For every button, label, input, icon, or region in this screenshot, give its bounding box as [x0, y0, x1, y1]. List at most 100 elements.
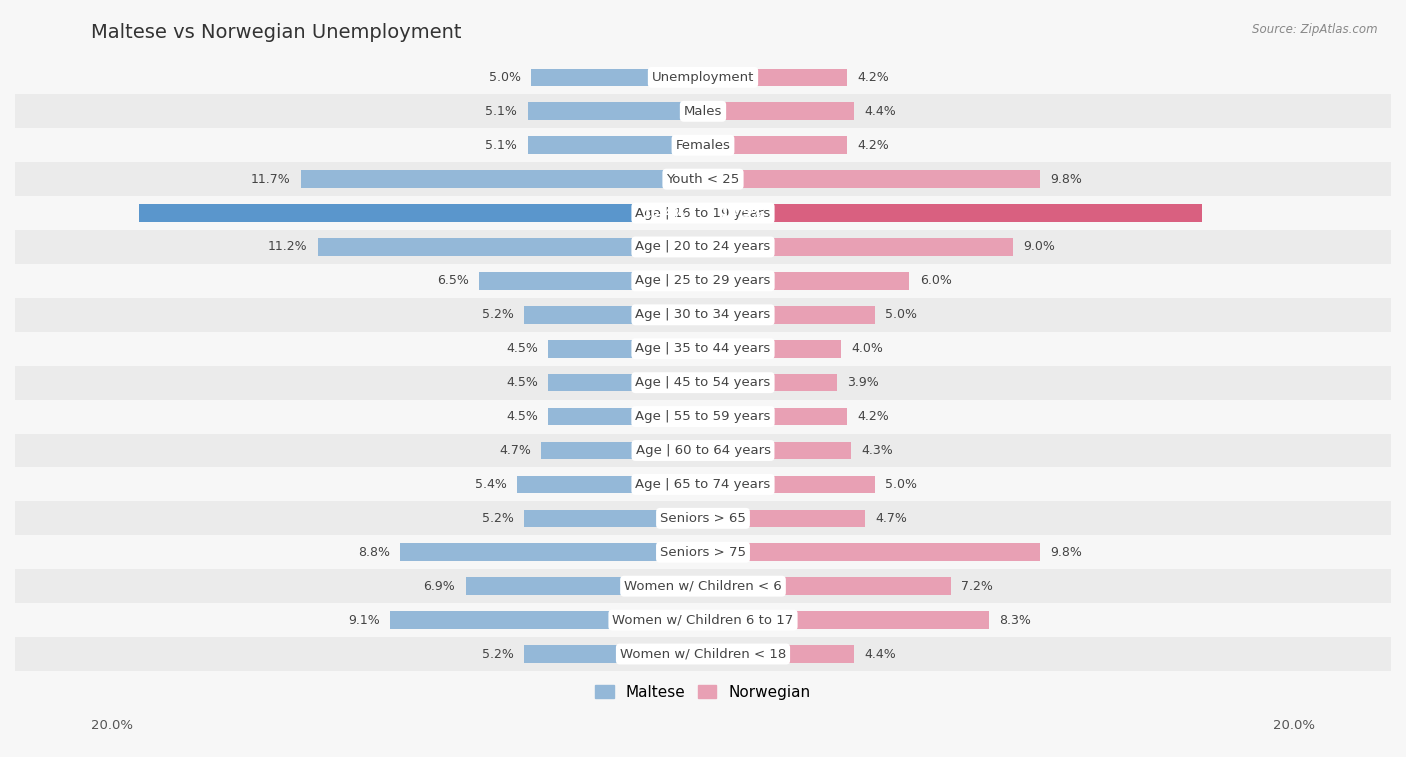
Text: Age | 20 to 24 years: Age | 20 to 24 years	[636, 241, 770, 254]
Bar	[389, 612, 703, 629]
Text: Age | 45 to 54 years: Age | 45 to 54 years	[636, 376, 770, 389]
Text: 5.0%: 5.0%	[886, 308, 917, 321]
Bar	[703, 612, 988, 629]
Text: 9.8%: 9.8%	[1050, 173, 1083, 185]
Text: 6.0%: 6.0%	[920, 274, 952, 288]
Bar	[703, 509, 865, 527]
Text: Age | 25 to 29 years: Age | 25 to 29 years	[636, 274, 770, 288]
Bar	[15, 298, 1391, 332]
Bar	[15, 501, 1391, 535]
Bar	[139, 204, 703, 222]
Bar	[703, 69, 848, 86]
Text: 4.7%: 4.7%	[875, 512, 907, 525]
Text: 9.1%: 9.1%	[347, 614, 380, 627]
Bar	[703, 170, 1040, 188]
Bar	[703, 408, 848, 425]
Bar	[548, 340, 703, 357]
Bar	[703, 306, 875, 324]
Text: 4.0%: 4.0%	[851, 342, 883, 355]
Bar	[15, 196, 1391, 230]
Bar	[524, 306, 703, 324]
Bar	[301, 170, 703, 188]
Text: 6.5%: 6.5%	[437, 274, 470, 288]
Text: 5.2%: 5.2%	[482, 512, 513, 525]
Text: 4.3%: 4.3%	[862, 444, 893, 457]
Bar	[15, 603, 1391, 637]
Bar	[524, 509, 703, 527]
Text: Unemployment: Unemployment	[652, 71, 754, 84]
Bar	[703, 544, 1040, 561]
Bar	[15, 264, 1391, 298]
Text: Women w/ Children 6 to 17: Women w/ Children 6 to 17	[613, 614, 793, 627]
Bar	[703, 578, 950, 595]
Text: 20.0%: 20.0%	[91, 719, 134, 732]
Bar	[703, 475, 875, 494]
Text: 4.2%: 4.2%	[858, 71, 890, 84]
Text: 11.7%: 11.7%	[250, 173, 290, 185]
Text: 20.0%: 20.0%	[1272, 719, 1315, 732]
Bar	[15, 468, 1391, 501]
Text: 9.0%: 9.0%	[1024, 241, 1054, 254]
Text: 11.2%: 11.2%	[267, 241, 308, 254]
Text: 4.5%: 4.5%	[506, 376, 538, 389]
Bar	[527, 136, 703, 154]
Text: 5.0%: 5.0%	[489, 71, 520, 84]
Bar	[15, 400, 1391, 434]
Text: Females: Females	[675, 139, 731, 151]
Bar	[703, 441, 851, 459]
Text: 5.1%: 5.1%	[485, 139, 517, 151]
Bar	[15, 569, 1391, 603]
Text: 4.4%: 4.4%	[865, 647, 897, 661]
Text: Seniors > 65: Seniors > 65	[659, 512, 747, 525]
Bar	[548, 408, 703, 425]
Text: 8.3%: 8.3%	[998, 614, 1031, 627]
Bar	[15, 162, 1391, 196]
Legend: Maltese, Norwegian: Maltese, Norwegian	[589, 679, 817, 706]
Text: 8.8%: 8.8%	[359, 546, 389, 559]
Text: Age | 60 to 64 years: Age | 60 to 64 years	[636, 444, 770, 457]
Bar	[15, 637, 1391, 671]
Bar	[318, 238, 703, 256]
Text: 4.5%: 4.5%	[506, 410, 538, 423]
Text: 5.4%: 5.4%	[475, 478, 508, 491]
Bar	[401, 544, 703, 561]
Text: 5.2%: 5.2%	[482, 647, 513, 661]
Text: 4.5%: 4.5%	[506, 342, 538, 355]
Bar	[15, 366, 1391, 400]
Bar	[15, 61, 1391, 95]
Text: Seniors > 75: Seniors > 75	[659, 546, 747, 559]
Bar	[479, 272, 703, 290]
Bar	[703, 374, 837, 391]
Bar	[703, 238, 1012, 256]
Bar	[15, 434, 1391, 468]
Text: Age | 55 to 59 years: Age | 55 to 59 years	[636, 410, 770, 423]
Text: 4.2%: 4.2%	[858, 139, 890, 151]
Text: 4.2%: 4.2%	[858, 410, 890, 423]
Bar	[465, 578, 703, 595]
Bar	[703, 272, 910, 290]
Bar	[703, 645, 855, 663]
Text: 3.9%: 3.9%	[848, 376, 879, 389]
Bar	[703, 204, 1202, 222]
Bar	[531, 69, 703, 86]
Bar	[524, 645, 703, 663]
Text: 7.2%: 7.2%	[960, 580, 993, 593]
Text: 5.2%: 5.2%	[482, 308, 513, 321]
Text: Age | 30 to 34 years: Age | 30 to 34 years	[636, 308, 770, 321]
Text: Youth < 25: Youth < 25	[666, 173, 740, 185]
Bar	[703, 102, 855, 120]
Text: Age | 16 to 19 years: Age | 16 to 19 years	[636, 207, 770, 220]
Text: 5.0%: 5.0%	[886, 478, 917, 491]
Bar	[541, 441, 703, 459]
Text: 16.4%: 16.4%	[643, 207, 686, 220]
Bar	[703, 340, 841, 357]
Bar	[15, 95, 1391, 128]
Text: 14.5%: 14.5%	[720, 207, 763, 220]
Bar	[15, 230, 1391, 264]
Bar	[527, 102, 703, 120]
Bar	[517, 475, 703, 494]
Text: 9.8%: 9.8%	[1050, 546, 1083, 559]
Text: Source: ZipAtlas.com: Source: ZipAtlas.com	[1253, 23, 1378, 36]
Text: Age | 65 to 74 years: Age | 65 to 74 years	[636, 478, 770, 491]
Bar	[15, 535, 1391, 569]
